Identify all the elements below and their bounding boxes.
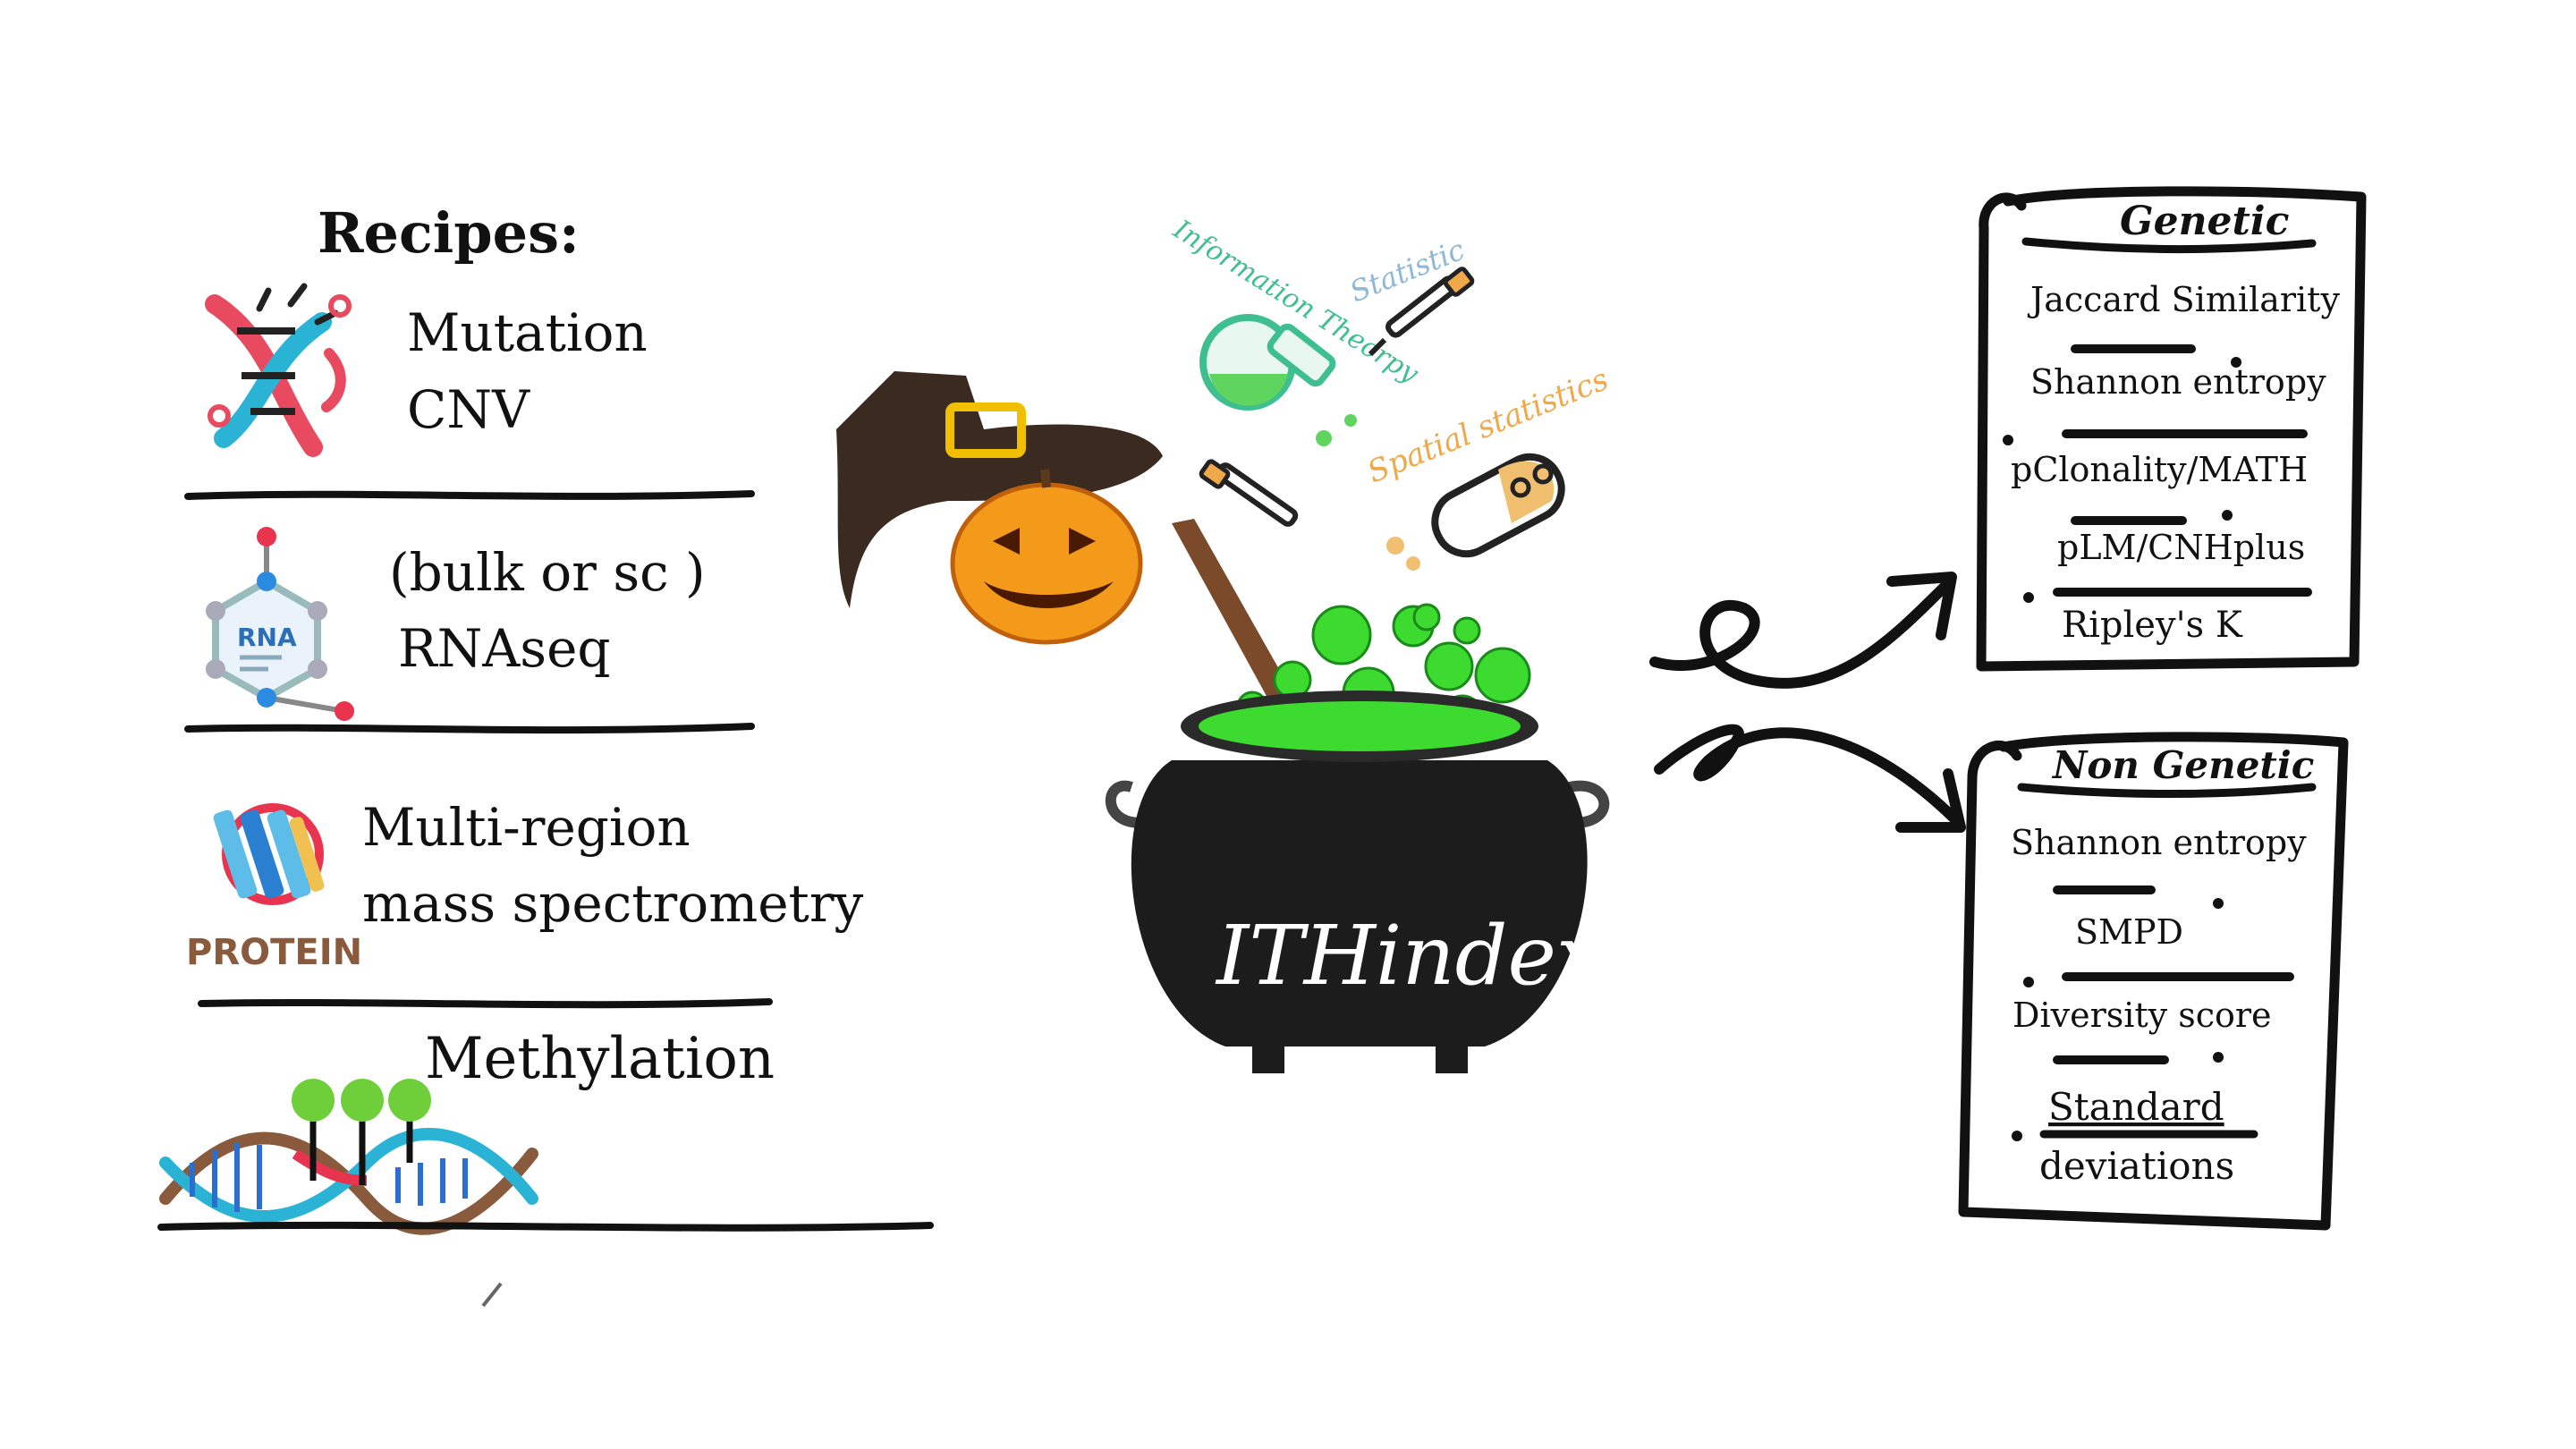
scroll-item: SMPD	[2075, 912, 2183, 952]
pipette-icon	[1199, 459, 1299, 527]
cauldron-label: ITHindex	[1215, 908, 1603, 1004]
arrow-to-non-genetic	[1654, 724, 1966, 833]
scroll-non-genetic: Non Genetic Shannon entropy SMPD Diversi…	[1958, 732, 2349, 1231]
recipe-line: RNAseq	[398, 618, 611, 679]
divider	[157, 1221, 934, 1232]
divider	[184, 490, 755, 500]
recipe-line: Mutation	[407, 302, 648, 363]
divider	[198, 998, 773, 1009]
pipette-icon	[1368, 267, 1475, 357]
rna-molecule-icon: RNA	[206, 527, 354, 721]
recipe-line: Methylation	[425, 1026, 775, 1092]
scroll-item: Jaccard Similarity	[2027, 280, 2340, 319]
cauldron-pot: ITHindex	[1105, 691, 1610, 1073]
scroll-genetic: Genetic Jaccard Similarity Shannon entro…	[1976, 186, 2367, 672]
pumpkin-witch-icon	[836, 371, 1163, 645]
methylation-dna-icon	[159, 1079, 538, 1235]
rna-icon-label: RNA	[237, 623, 297, 652]
cauldron-scene: Information Theorpy Statistic Spatial st…	[836, 214, 1614, 1073]
scroll-item: Standard	[2048, 1085, 2224, 1129]
recipes-title: Recipes:	[318, 200, 580, 266]
scroll-title: Non Genetic	[2051, 743, 2314, 787]
dna-icon	[205, 283, 352, 457]
protein-icon: PROTEIN	[186, 803, 362, 973]
scroll-item: pClonality/MATH	[2011, 450, 2308, 489]
ingredient-label: Statistic	[1345, 233, 1470, 309]
recipe-line: (bulk or sc )	[389, 542, 706, 603]
info-theory-flask-icon	[1199, 314, 1357, 446]
divider	[184, 723, 755, 734]
protein-icon-label: PROTEIN	[186, 932, 362, 973]
test-tube-icon	[1386, 453, 1565, 571]
recipe-line: mass spectrometry	[362, 873, 864, 934]
scroll-item: Ripley's K	[2062, 605, 2243, 646]
scroll-item: Shannon entropy	[2011, 823, 2307, 862]
scroll-title: Genetic	[2120, 199, 2290, 244]
scroll-item: pLM/CNHplus	[2057, 528, 2305, 567]
stray-mark	[481, 1282, 503, 1308]
recipes-panel: Recipes: Mutation CNV	[157, 200, 934, 1308]
recipe-line: Multi-region	[362, 797, 691, 858]
recipe-line: CNV	[407, 379, 530, 440]
arrow-to-genetic	[1649, 572, 1957, 689]
scroll-item: deviations	[2039, 1144, 2234, 1188]
scroll-item: Diversity score	[2012, 996, 2272, 1035]
scroll-item: Shannon entropy	[2030, 362, 2326, 402]
